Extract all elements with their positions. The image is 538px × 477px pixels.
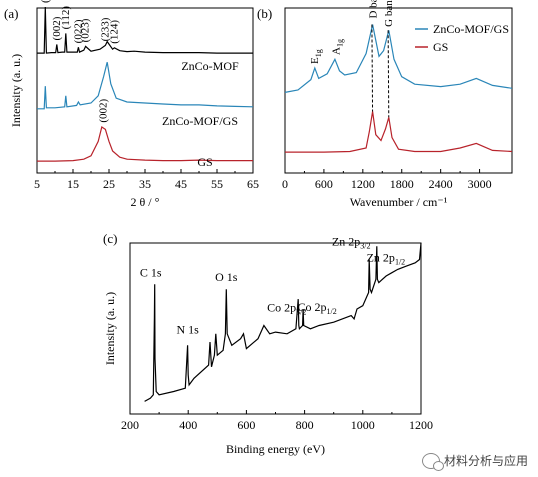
c-xtick-label-5: 1200 [409, 418, 433, 432]
a-xtick-label-1: 15 [67, 177, 79, 191]
c-panel-label: (c) [103, 231, 117, 246]
a-peak-label-4: (023) [80, 18, 92, 42]
b-series-line-0 [284, 24, 513, 93]
a-series-line-1 [37, 62, 254, 110]
b-guide-0 [371, 24, 374, 112]
b-peak-label-0: E1g [309, 49, 323, 64]
c-xtick-label-3: 800 [296, 418, 314, 432]
a-peak-label-1: (002) [51, 16, 63, 40]
b-legend-label-1: GS [433, 40, 448, 54]
c-xtick-label-2: 600 [237, 418, 255, 432]
c-peak-label-3: Co 2p3/2 [267, 301, 306, 317]
b-axes-frame [284, 7, 513, 174]
a-ylabel: Intensity (a. u.) [9, 54, 23, 127]
a-peak-label-2: (112) [60, 6, 72, 30]
a-series-label-2: GS [197, 155, 212, 169]
a-xtick-label-6: 65 [247, 177, 259, 191]
a-series-label-0: ZnCo-MOF [181, 59, 239, 73]
a-series-line-0 [37, 6, 253, 54]
c-peak-label-5: Zn 2p3/2 [332, 235, 371, 251]
c-xlabel: Binding energy (eV) [226, 442, 325, 456]
c-xtick-label-1: 400 [179, 418, 197, 432]
a-xtick-label-5: 55 [211, 177, 223, 191]
b-xtick-label-2: 1200 [351, 177, 375, 191]
b-xtick-label-0: 0 [282, 177, 288, 191]
c-peak-label-4: Co 2p1/2 [298, 300, 337, 316]
b-xtick-label-1: 600 [315, 177, 333, 191]
a-xtick-label-4: 45 [175, 177, 187, 191]
a-peak-label-0: (001) [39, 0, 51, 3]
c-peak-label-0: C 1s [140, 265, 162, 279]
b-peak-label-1: A1g [331, 39, 345, 55]
b-xtick-label-4: 2400 [429, 177, 453, 191]
b-xlabel: Wavenumber / cm⁻¹ [350, 195, 448, 209]
a-panel-label: (a) [4, 6, 18, 21]
a-peak-label-6: (124) [108, 20, 120, 44]
b-series-line-1 [285, 111, 513, 153]
c-peak-label-1: N 1s [176, 322, 199, 336]
a-peak-label-3: (022) [72, 19, 84, 43]
b-guide-1 [387, 30, 390, 118]
c-xtick-label-0: 200 [121, 418, 139, 432]
a-xtick-label-0: 5 [34, 177, 40, 191]
b-legend-label-0: ZnCo-MOF/GS [433, 22, 509, 36]
a-series-line-2 [37, 126, 253, 162]
wechat-icon [421, 452, 444, 471]
a-peak-label-5: (233) [99, 17, 111, 41]
panel-a: 5 15 25 35 45 55 65 (a) 2 θ / ° Intensity (a. u.)… [4, 0, 259, 209]
c-xtick-label-4: 1000 [351, 418, 375, 432]
a-series-label-1: ZnCo-MOF/GS [162, 114, 238, 128]
c-ylabel: Intensity (a. u.) [103, 292, 117, 365]
b-xtick-label-5: 3000 [468, 177, 492, 191]
b-peak-label-2: D band [368, 0, 380, 19]
watermark-text: 材料分析与应用 [443, 454, 528, 468]
c-series-line-0 [144, 242, 422, 402]
panel-c: 200 400 600 800 1000 1200 (c) Binding energy (e… [103, 231, 433, 456]
a-axes-frame [36, 7, 254, 174]
a-peak-label-7: (002) [98, 98, 110, 122]
a-xlabel: 2 θ / ° [131, 195, 160, 209]
a-xtick-label-2: 25 [103, 177, 115, 191]
b-xtick-label-3: 1800 [390, 177, 414, 191]
a-xtick-label-3: 35 [139, 177, 151, 191]
b-peak-label-3: G band [383, 0, 395, 27]
c-peak-label-2: O 1s [215, 270, 238, 284]
c-peak-label-6: Zn 2p1/2 [367, 250, 406, 266]
b-panel-label: (b) [257, 6, 272, 21]
watermark: 材料分析与应用 [421, 452, 528, 471]
panel-b: 0 600 1200 1800 2400 3000 (b) Wavenumber / cm⁻¹… [257, 0, 513, 209]
